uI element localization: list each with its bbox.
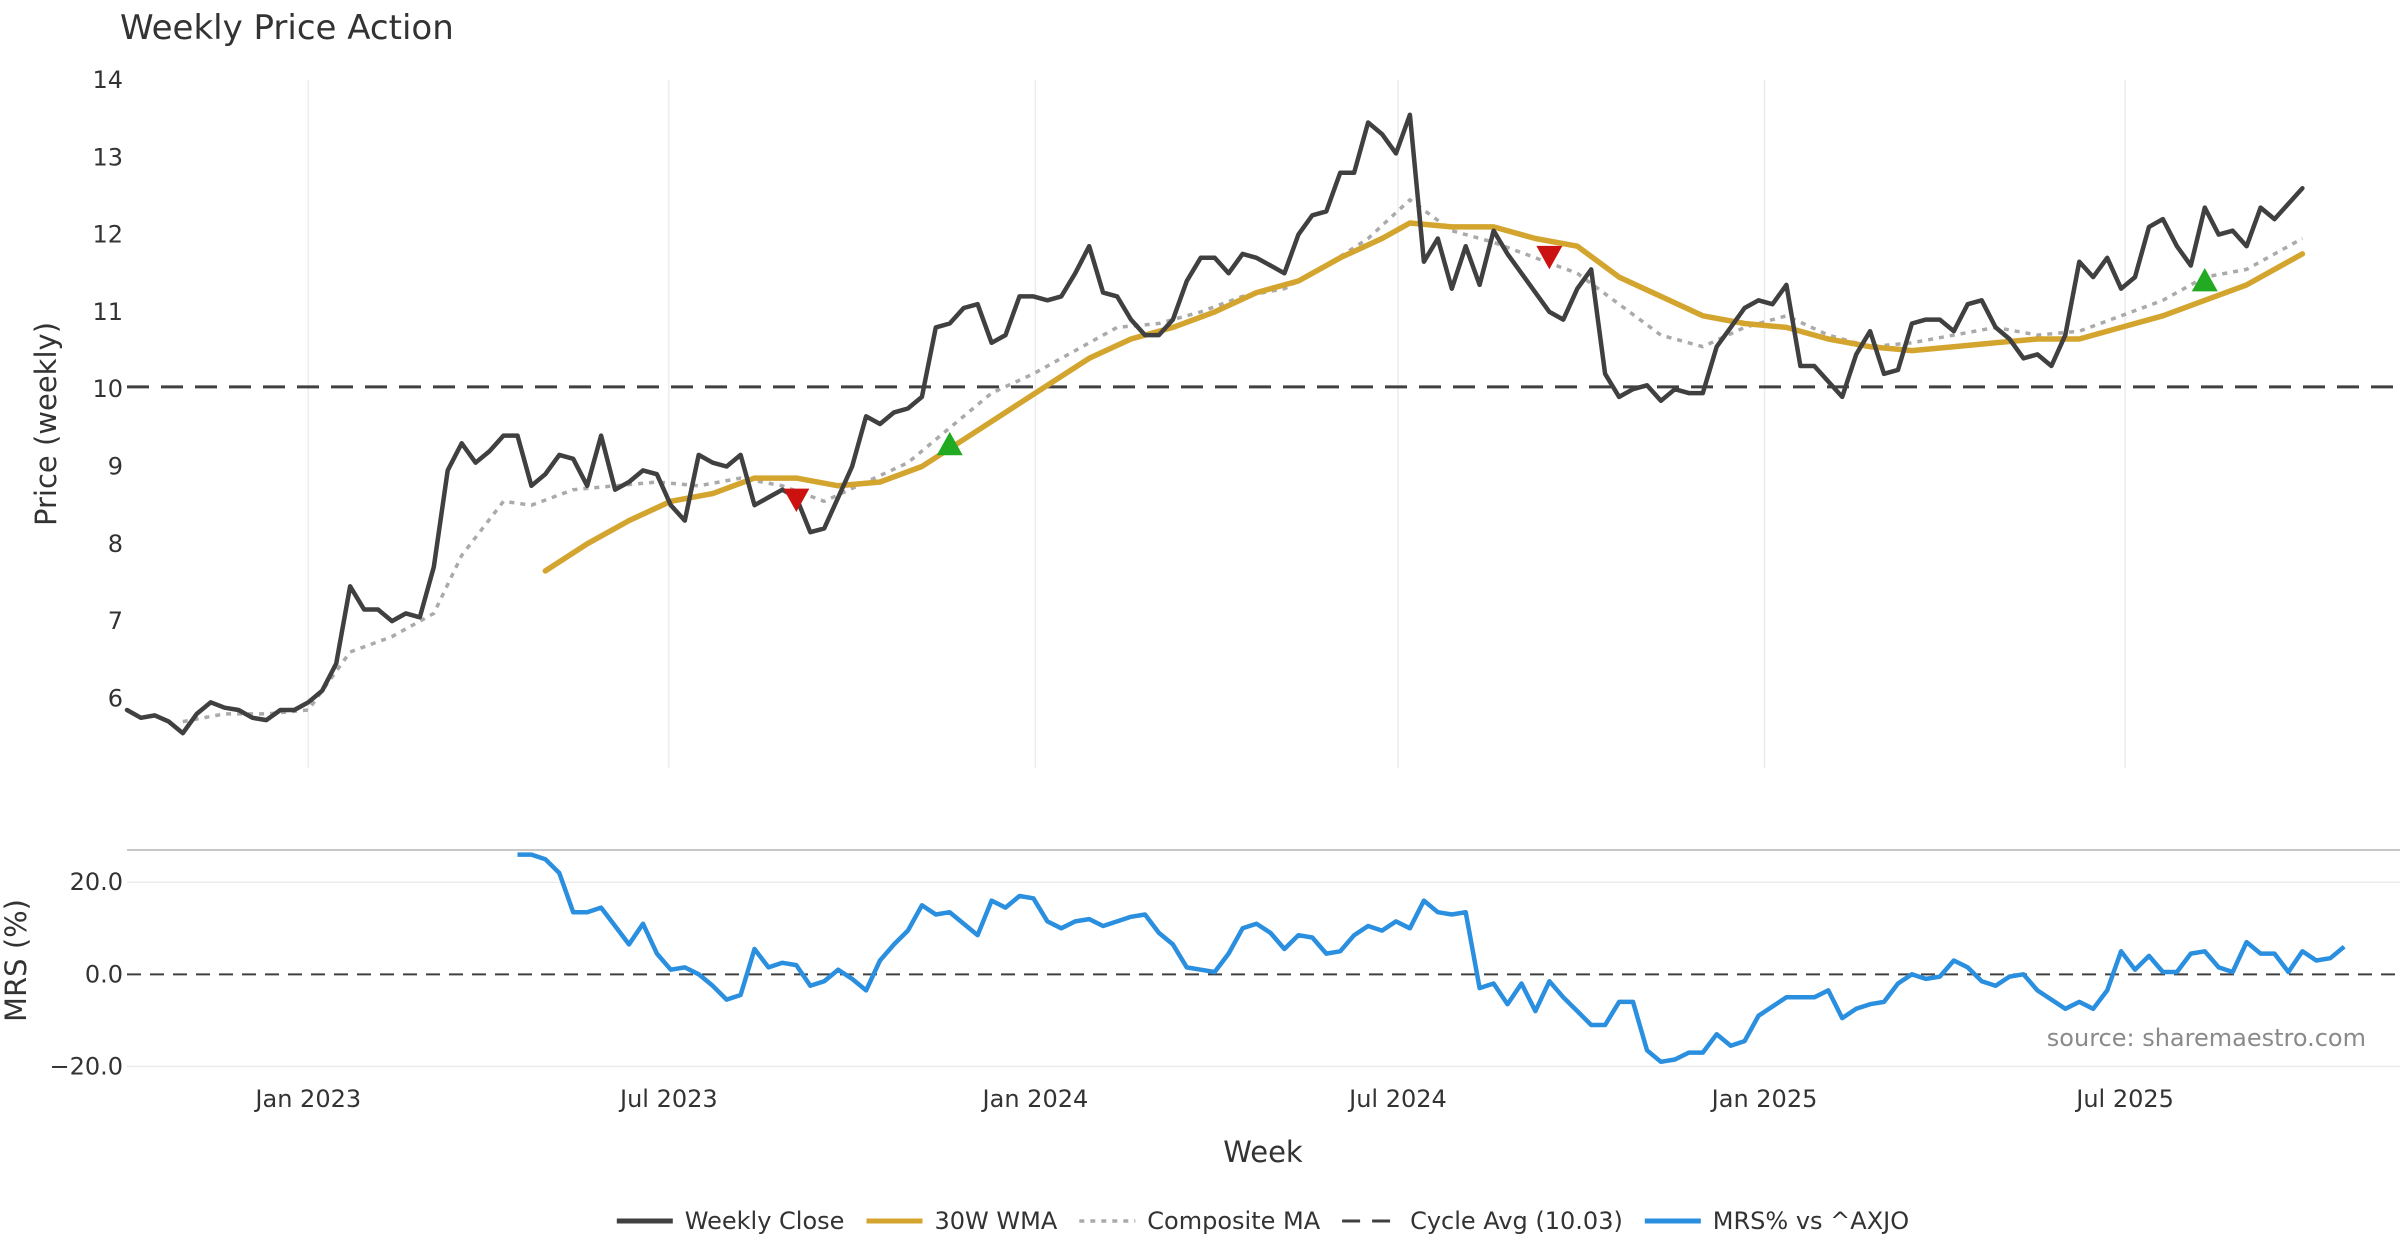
price-y-tick-label: 13: [92, 143, 123, 171]
price-panel-grid: [307, 80, 2126, 768]
legend-label: Composite MA: [1147, 1207, 1320, 1235]
x-axis-label: Week: [1223, 1135, 1303, 1169]
legend-item: 30W WMA: [866, 1207, 1058, 1235]
price-y-tick-label: 6: [108, 684, 123, 712]
sell-signal-marker: [783, 488, 810, 512]
price-y-tick-label: 7: [108, 607, 123, 635]
composite-ma-line: [182, 198, 2304, 724]
x-ticks: Jan 2023 Jul 2023 Jan 2024 Jul 2024 Jan 2025…: [253, 1085, 2173, 1113]
legend: Weekly Close 30W WMA Composite MA Cycle Avg…: [616, 1207, 1909, 1235]
price-series-lines: [124, 112, 2306, 736]
x-tick-label: Jan 2025: [1710, 1085, 1818, 1113]
x-tick-label: Jul 2024: [1347, 1085, 1447, 1113]
legend-label: Weekly Close: [685, 1207, 845, 1235]
buy-signal-marker: [936, 431, 963, 456]
mrs-y-tick-label: 20.0: [70, 868, 123, 896]
legend-item: MRS% vs ^AXJO: [1644, 1207, 1909, 1235]
legend-item: Weekly Close: [616, 1207, 845, 1235]
x-tick-label: Jan 2023: [253, 1085, 361, 1113]
price-y-tick-label: 11: [92, 298, 123, 326]
mrs-series-line: [517, 852, 2346, 1065]
mrs-y-tick-label: −20.0: [49, 1052, 123, 1080]
legend-item: Cycle Avg (10.03): [1342, 1207, 1623, 1235]
price-y-tick-label: 10: [92, 375, 123, 403]
x-tick-label: Jul 2023: [618, 1085, 718, 1113]
sell-signal-marker: [1536, 245, 1563, 270]
legend-label: MRS% vs ^AXJO: [1713, 1207, 1909, 1235]
source-note: source: sharemaestro.com: [2047, 1024, 2366, 1052]
price-y-axis-label: Price (weekly): [29, 322, 63, 526]
signal-markers: [783, 245, 2218, 512]
legend-label: Cycle Avg (10.03): [1410, 1207, 1623, 1235]
legend-item: Composite MA: [1079, 1207, 1321, 1235]
x-tick-label: Jul 2025: [2074, 1085, 2174, 1113]
mrs-y-ticks: 20.0 0.0 −20.0: [49, 868, 123, 1080]
price-y-tick-label: 12: [92, 221, 123, 249]
30w-wma-line: [542, 220, 2306, 574]
chart-title: Weekly Price Action: [120, 8, 454, 48]
mrs-y-axis-label: MRS (%): [0, 899, 33, 1022]
x-tick-label: Jan 2024: [981, 1085, 1089, 1113]
price-y-ticks: 6 7 8 9 10 11 12 13 14: [92, 66, 123, 712]
mrs-line: [517, 852, 2346, 1065]
price-y-tick-label: 14: [92, 66, 123, 94]
legend-label: 30W WMA: [935, 1207, 1058, 1235]
buy-signal-marker: [2191, 267, 2218, 292]
mrs-y-tick-label: 0.0: [85, 960, 123, 988]
weekly-close-line: [124, 112, 2305, 736]
price-y-tick-label: 8: [108, 530, 123, 558]
price-y-tick-label: 9: [108, 453, 123, 481]
